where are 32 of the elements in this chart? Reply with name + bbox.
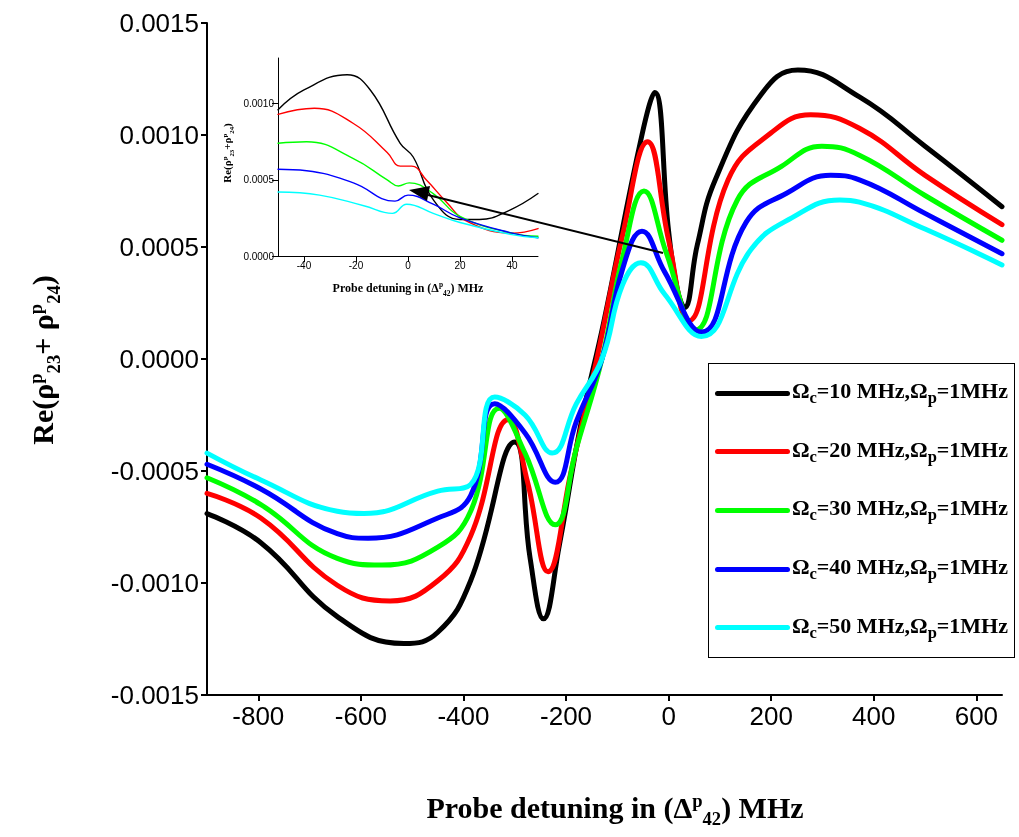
y-tick-label: 0.0000 [119, 344, 199, 374]
x-tick-label: -600 [334, 701, 387, 731]
line-series [277, 107, 539, 234]
x-tick-label: -400 [437, 701, 490, 731]
y-tick-label: 0.0000 [243, 250, 275, 262]
x-axis-title: Probe detuning in (Δ$^{p}$$_{42}$) MHz [332, 280, 484, 298]
x-tick-label: 600 [954, 701, 999, 731]
x-tick-label: -200 [540, 701, 593, 731]
y-tick-label: -0.0010 [110, 568, 199, 598]
legend-label: Ω$_{c}$=50 MHz,Ω$_{p}$=1MHz [791, 612, 1008, 643]
x-tick-label: -20 [348, 259, 364, 271]
line-series [277, 191, 539, 239]
x-tick-label: 400 [852, 701, 896, 731]
y-tick-label: 0.0010 [119, 120, 199, 150]
x-tick-label: -40 [296, 259, 312, 271]
y-tick-label: 0.0005 [243, 174, 275, 186]
x-tick-label: -800 [232, 701, 285, 731]
legend-label: Ω$_{c}$=30 MHz,Ω$_{p}$=1MHz [791, 495, 1008, 526]
y-tick-label: 0.0005 [119, 232, 199, 262]
y-tick-label: -0.0015 [110, 680, 199, 710]
x-axis-title: Probe detuning in (Δ$^{p}$$_{42}$) MHz [426, 790, 804, 830]
y-tick-label: 0.0010 [243, 98, 275, 110]
line-series [277, 141, 539, 237]
legend-label: Ω$_{c}$=20 MHz,Ω$_{p}$=1MHz [791, 436, 1008, 468]
legend-label: Ω$_{c}$=40 MHz,Ω$_{p}$=1MHz [791, 553, 1008, 585]
x-tick-label: 40 [506, 259, 518, 271]
legend-label: Ω$_{c}$=10 MHz,Ω$_{p}$=1MHz [791, 378, 1008, 409]
y-tick-label: -0.0005 [110, 456, 199, 486]
x-tick-label: 200 [749, 701, 793, 731]
y-tick-label: 0.0015 [119, 8, 199, 38]
x-tick-label: 0 [661, 701, 676, 731]
x-tick-label: 20 [454, 259, 466, 271]
